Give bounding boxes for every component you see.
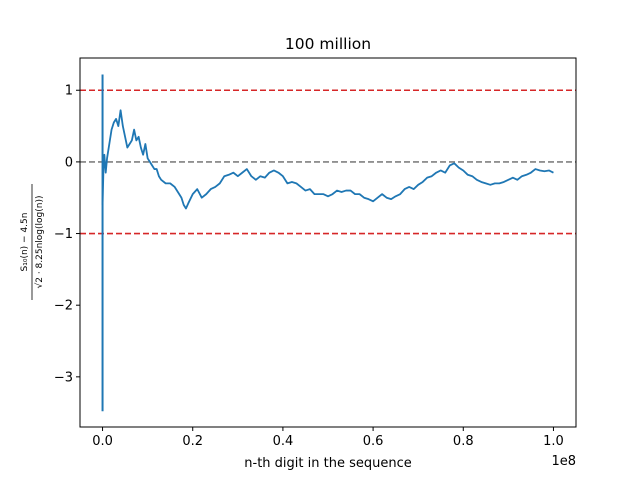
x-offset-text: 1e8 bbox=[551, 454, 576, 469]
series-layer bbox=[101, 74, 554, 412]
x-tick-label-5: 1.0 bbox=[543, 434, 564, 449]
plot-area bbox=[79, 57, 577, 428]
x-axis-label: n-th digit in the sequence bbox=[244, 456, 411, 471]
x-tick-label-2: 0.4 bbox=[273, 434, 294, 449]
x-tick-label-3: 0.6 bbox=[363, 434, 384, 449]
x-tick-label-1: 0.2 bbox=[182, 434, 203, 449]
x-tick-label-4: 0.8 bbox=[453, 434, 474, 449]
x-axis: 0.0 0.2 0.4 0.6 0.8 1.0 bbox=[92, 427, 564, 449]
y-axis-label-denominator: √2 · 8.25nlog(log(n)) bbox=[34, 196, 45, 289]
series-line-0 bbox=[101, 109, 554, 210]
x-tick-label-0: 0.0 bbox=[92, 434, 113, 449]
y-tick-label-4: −3 bbox=[54, 370, 73, 385]
y-tick-label-1: 0 bbox=[65, 155, 73, 170]
plot-frame bbox=[79, 57, 577, 428]
chart-title: 100 million bbox=[285, 35, 371, 53]
reference-lines bbox=[80, 89, 576, 235]
y-axis-label: S₁₀(n) − 4.5n √2 · 8.25nlog(log(n)) bbox=[20, 184, 45, 300]
y-axis-label-numerator: S₁₀(n) − 4.5n bbox=[20, 213, 30, 272]
y-tick-label-0: 1 bbox=[65, 84, 73, 99]
y-axis: 1 0 −1 −2 −3 bbox=[54, 84, 80, 385]
y-tick-label-2: −1 bbox=[54, 227, 73, 242]
y-tick-label-3: −2 bbox=[54, 299, 73, 314]
